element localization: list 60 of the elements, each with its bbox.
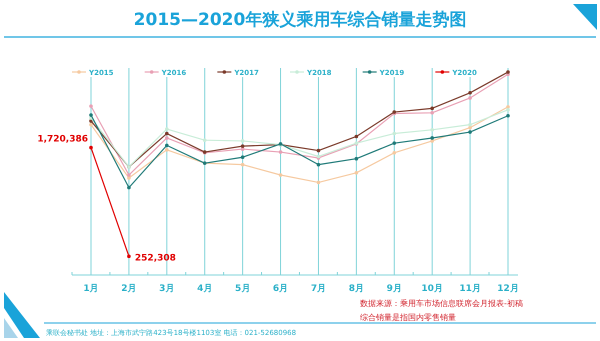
text: 综合销量是指国内零售销量 xyxy=(360,313,456,322)
x-tick-label: 2月 xyxy=(121,283,137,294)
x-tick-label: 10月 xyxy=(421,283,443,294)
point xyxy=(468,96,472,100)
point xyxy=(430,139,434,143)
data-label: 1,720,386 xyxy=(37,134,88,145)
x-tick-label: 8月 xyxy=(348,283,364,294)
point xyxy=(202,138,207,142)
point xyxy=(165,132,169,136)
point xyxy=(89,122,93,126)
source-note: 数据来源：乘用车市场信息联席会月报表-初稿 xyxy=(360,299,523,308)
point xyxy=(506,70,510,74)
point xyxy=(240,155,244,160)
point xyxy=(506,105,510,109)
point xyxy=(127,173,131,177)
x-tick-label: 3月 xyxy=(159,283,174,294)
point xyxy=(127,186,131,190)
point xyxy=(468,126,472,130)
point xyxy=(316,180,320,184)
point xyxy=(392,141,396,145)
x-tick-label: 5月 xyxy=(235,283,250,294)
point xyxy=(278,150,282,154)
point xyxy=(165,148,169,152)
point xyxy=(392,132,396,136)
x-tick-label: 12月 xyxy=(497,283,519,294)
point xyxy=(240,147,244,151)
point xyxy=(127,254,131,258)
point xyxy=(430,110,434,115)
point xyxy=(240,144,244,148)
point xyxy=(278,173,282,177)
point xyxy=(89,146,93,150)
point xyxy=(89,113,93,117)
point xyxy=(316,148,320,152)
point xyxy=(430,106,434,110)
point xyxy=(354,170,358,175)
point xyxy=(392,150,396,155)
data-label: 252,308 xyxy=(134,253,176,264)
x-tick-label: 7月 xyxy=(310,283,326,294)
point xyxy=(468,130,472,134)
point xyxy=(240,162,244,166)
point xyxy=(240,139,244,143)
x-tick-label: 11月 xyxy=(459,283,481,294)
x-tick-label: 1月 xyxy=(83,283,99,294)
chart-title: 2015—2020年狭义乘用车综合销量走势图 xyxy=(134,10,466,30)
point xyxy=(89,104,93,108)
point xyxy=(430,136,434,140)
point xyxy=(468,122,472,126)
point xyxy=(165,144,169,148)
point xyxy=(165,136,169,140)
point xyxy=(506,108,510,112)
x-tick-label: 4月 xyxy=(197,283,212,294)
point xyxy=(165,127,169,131)
point xyxy=(354,156,358,161)
point xyxy=(354,134,358,138)
point xyxy=(316,162,320,166)
point xyxy=(430,128,434,132)
x-tick-label: 6月 xyxy=(272,283,288,294)
point xyxy=(506,114,510,118)
x-tick-label: 9月 xyxy=(386,283,402,294)
point xyxy=(468,90,472,95)
